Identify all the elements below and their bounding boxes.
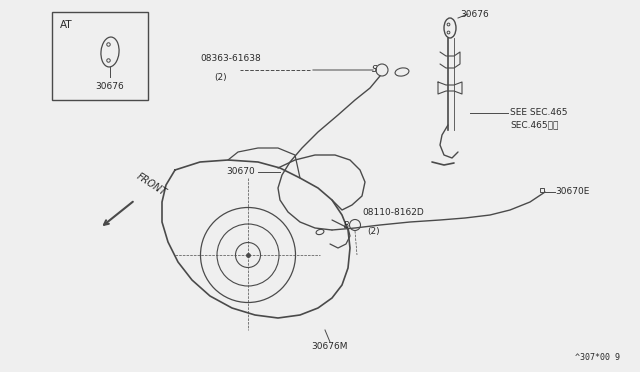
Text: S: S xyxy=(372,65,377,74)
Bar xyxy=(52,12,148,100)
Text: 08363-61638: 08363-61638 xyxy=(200,54,260,63)
Text: (2): (2) xyxy=(367,227,380,236)
Text: 30670E: 30670E xyxy=(555,187,589,196)
Text: AT: AT xyxy=(60,20,72,30)
Text: 30670: 30670 xyxy=(227,167,255,176)
Text: ^307*00 9: ^307*00 9 xyxy=(575,353,620,362)
Text: SEE SEC.465: SEE SEC.465 xyxy=(510,108,568,117)
Text: 30676M: 30676M xyxy=(312,342,348,351)
Text: 30676: 30676 xyxy=(95,82,124,91)
Text: B: B xyxy=(344,221,349,230)
Text: (2): (2) xyxy=(214,73,227,82)
Text: FRONT: FRONT xyxy=(135,171,168,198)
Text: SEC.465参照: SEC.465参照 xyxy=(510,120,558,129)
Text: 08110-8162D: 08110-8162D xyxy=(362,208,424,217)
Text: 30676: 30676 xyxy=(460,10,489,19)
